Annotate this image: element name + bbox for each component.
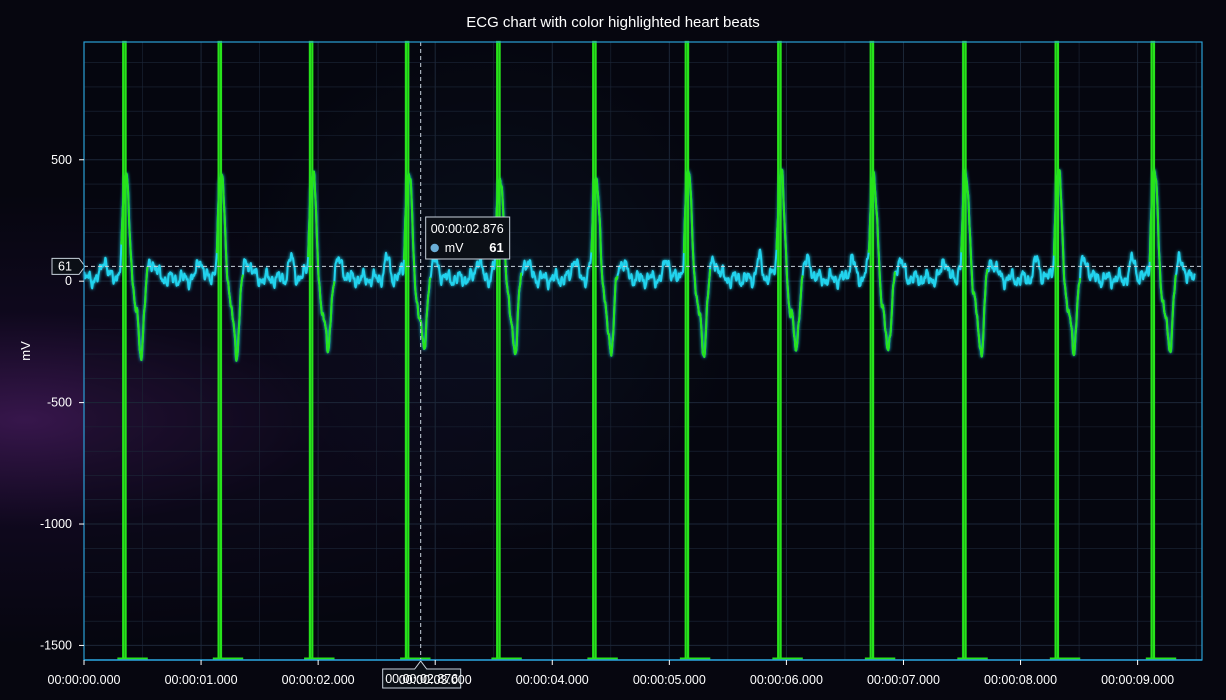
cursor-x-badge-box	[382, 660, 462, 689]
cursor-y-badge-box	[51, 257, 86, 275]
x-tick-label: 00:00:09.000	[1101, 673, 1174, 687]
tooltip-value: 61	[489, 240, 503, 255]
x-tick-label: 00:00:03.000	[399, 673, 472, 687]
x-tick-label: 00:00:08.000	[984, 673, 1057, 687]
x-tick-label: 00:00:00.000	[48, 673, 121, 687]
y-axis-title: mV	[18, 341, 33, 361]
cursor-y-badge-label: 61	[58, 259, 72, 273]
x-tick-label: 00:00:02.000	[282, 673, 355, 687]
tooltip-series-name: mV	[445, 241, 464, 255]
x-tick-label: 00:00:07.000	[867, 673, 940, 687]
tooltip-series-dot	[430, 243, 439, 253]
plot-area[interactable]	[84, 42, 1202, 660]
y-tick-label: -1500	[40, 638, 72, 652]
x-tick-label: 00:00:06.000	[750, 673, 823, 687]
x-tick-label: 00:00:04.000	[516, 673, 589, 687]
y-tick-label: -1000	[40, 517, 72, 531]
y-tick-label: 0	[65, 274, 72, 288]
tooltip-box	[425, 216, 511, 260]
x-tick-label: 00:00:01.000	[165, 673, 238, 687]
cursor: 61 00:00:02.876 00:00:02.876 mV 61	[51, 42, 1202, 689]
cursor-x-badge: 00:00:02.876	[382, 660, 462, 689]
cursor-x-badge-label: 00:00:02.876	[385, 672, 458, 686]
x-tick-label: 00:00:05.000	[633, 673, 706, 687]
axes: 00:00:00.000 00:00:01.000 00:00:02.000 00:0…	[40, 153, 1202, 687]
y-tick-label: 500	[51, 153, 72, 167]
y-tick-label: -500	[47, 396, 72, 410]
cursor-y-badge: 61	[51, 257, 86, 275]
ecg-trace	[83, 168, 1196, 362]
ecg-trace-highlight	[120, 168, 1177, 362]
cursor-tooltip: 00:00:02.876 mV 61	[425, 216, 511, 260]
tooltip-time: 00:00:02.876	[431, 222, 504, 236]
grid	[84, 42, 1202, 660]
chart-title: ECG chart with color highlighted heart b…	[466, 14, 760, 31]
